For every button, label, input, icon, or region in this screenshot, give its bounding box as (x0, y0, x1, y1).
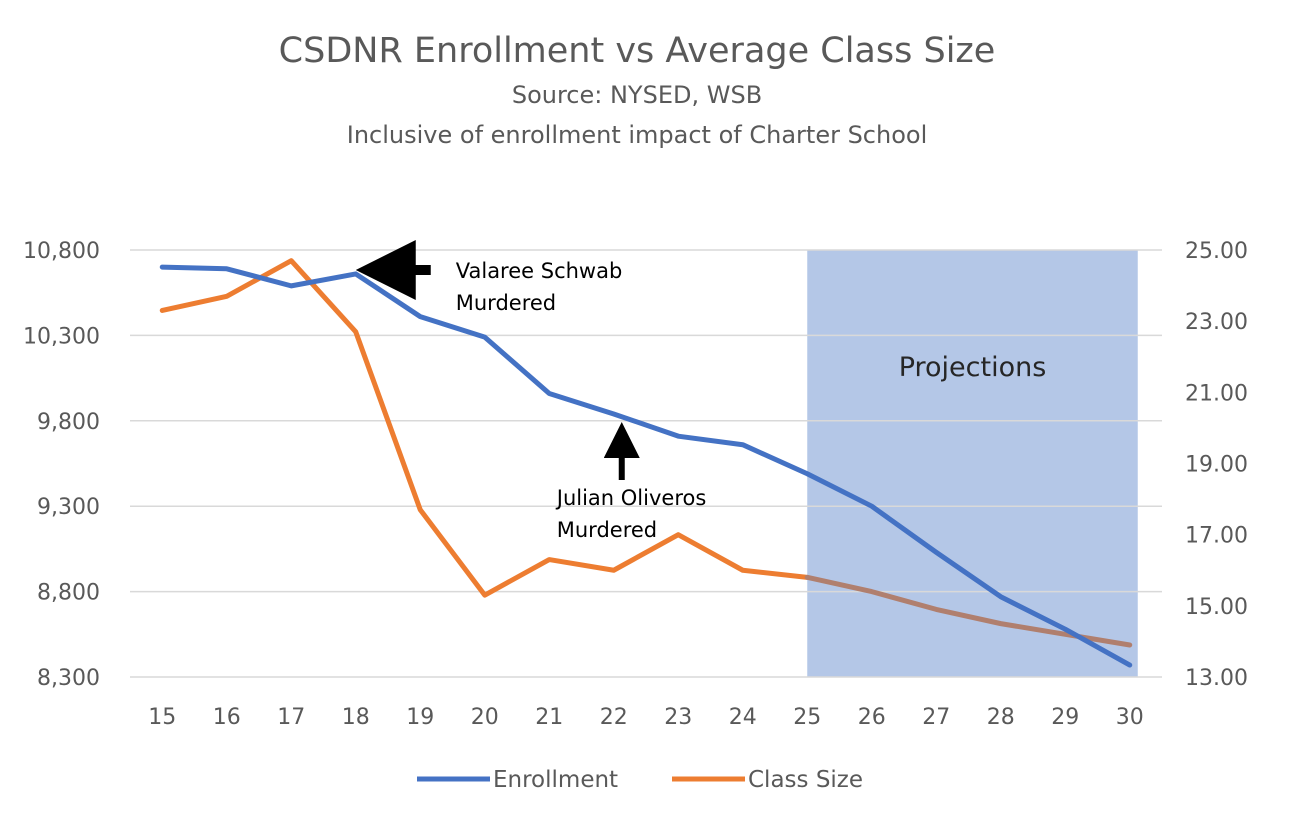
right-axis-ticks: 13.00 15.00 17.00 19.00 21.00 23.00 25.00 (1185, 239, 1248, 691)
right-tick-label: 21.00 (1185, 381, 1248, 406)
legend-label-enrollment: Enrollment (493, 767, 618, 793)
grid-lines (130, 249, 1162, 678)
chart-subtitle-source: Source: NYSED, WSB (512, 81, 762, 109)
right-tick-label: 13.00 (1185, 666, 1248, 691)
x-tick-label: 18 (342, 705, 370, 730)
x-axis-ticks: 15 16 17 18 19 20 21 22 23 24 25 26 27 28 29 30 (148, 705, 1144, 730)
series-lines (159, 258, 1133, 668)
series-line-enrollment (159, 264, 1133, 668)
x-tick-label: 29 (1051, 705, 1079, 730)
chart-subtitle-note: Inclusive of enrollment impact of Charte… (347, 121, 928, 149)
x-tick-label: 27 (922, 705, 950, 730)
x-tick-label: 24 (729, 705, 757, 730)
legend-label-class-size: Class Size (748, 767, 863, 793)
annotation-valaree-line1: Valaree Schwab (456, 259, 623, 283)
chart-title: CSDNR Enrollment vs Average Class Size (279, 31, 996, 71)
legend: Enrollment Class Size (417, 767, 863, 793)
x-tick-label: 19 (406, 705, 434, 730)
annotation-julian-line2: Murdered (557, 518, 657, 542)
right-tick-label: 19.00 (1185, 453, 1248, 478)
x-tick-label: 28 (987, 705, 1015, 730)
annotation-julian: Julian Oliveros Murdered (555, 422, 707, 542)
annotation-julian-line1: Julian Oliveros (555, 486, 707, 510)
right-tick-label: 23.00 (1185, 310, 1248, 335)
x-tick-label: 30 (1116, 705, 1144, 730)
right-tick-label: 15.00 (1185, 595, 1248, 620)
projection-label: Projections (899, 352, 1047, 383)
annotation-valaree: Valaree Schwab Murdered (355, 240, 623, 315)
x-tick-label: 25 (793, 705, 821, 730)
left-tick-label: 9,300 (37, 495, 100, 520)
left-tick-label: 8,300 (37, 666, 100, 691)
series-line-class-size (159, 258, 810, 598)
x-tick-label: 21 (535, 705, 563, 730)
left-axis-ticks: 8,300 8,800 9,300 9,800 10,300 10,800 (23, 239, 100, 691)
projection-region (807, 250, 1138, 677)
annotation-valaree-line2: Murdered (456, 291, 556, 315)
x-tick-label: 20 (471, 705, 499, 730)
left-tick-label: 10,800 (23, 239, 100, 264)
x-tick-label: 22 (600, 705, 628, 730)
left-tick-label: 8,800 (37, 581, 100, 606)
x-tick-label: 26 (858, 705, 886, 730)
x-tick-label: 17 (277, 705, 305, 730)
right-tick-label: 25.00 (1185, 239, 1248, 264)
x-tick-label: 23 (664, 705, 692, 730)
x-tick-label: 16 (213, 705, 241, 730)
left-tick-label: 10,300 (23, 324, 100, 349)
right-tick-label: 17.00 (1185, 524, 1248, 549)
x-tick-label: 15 (148, 705, 176, 730)
left-tick-label: 9,800 (37, 410, 100, 435)
